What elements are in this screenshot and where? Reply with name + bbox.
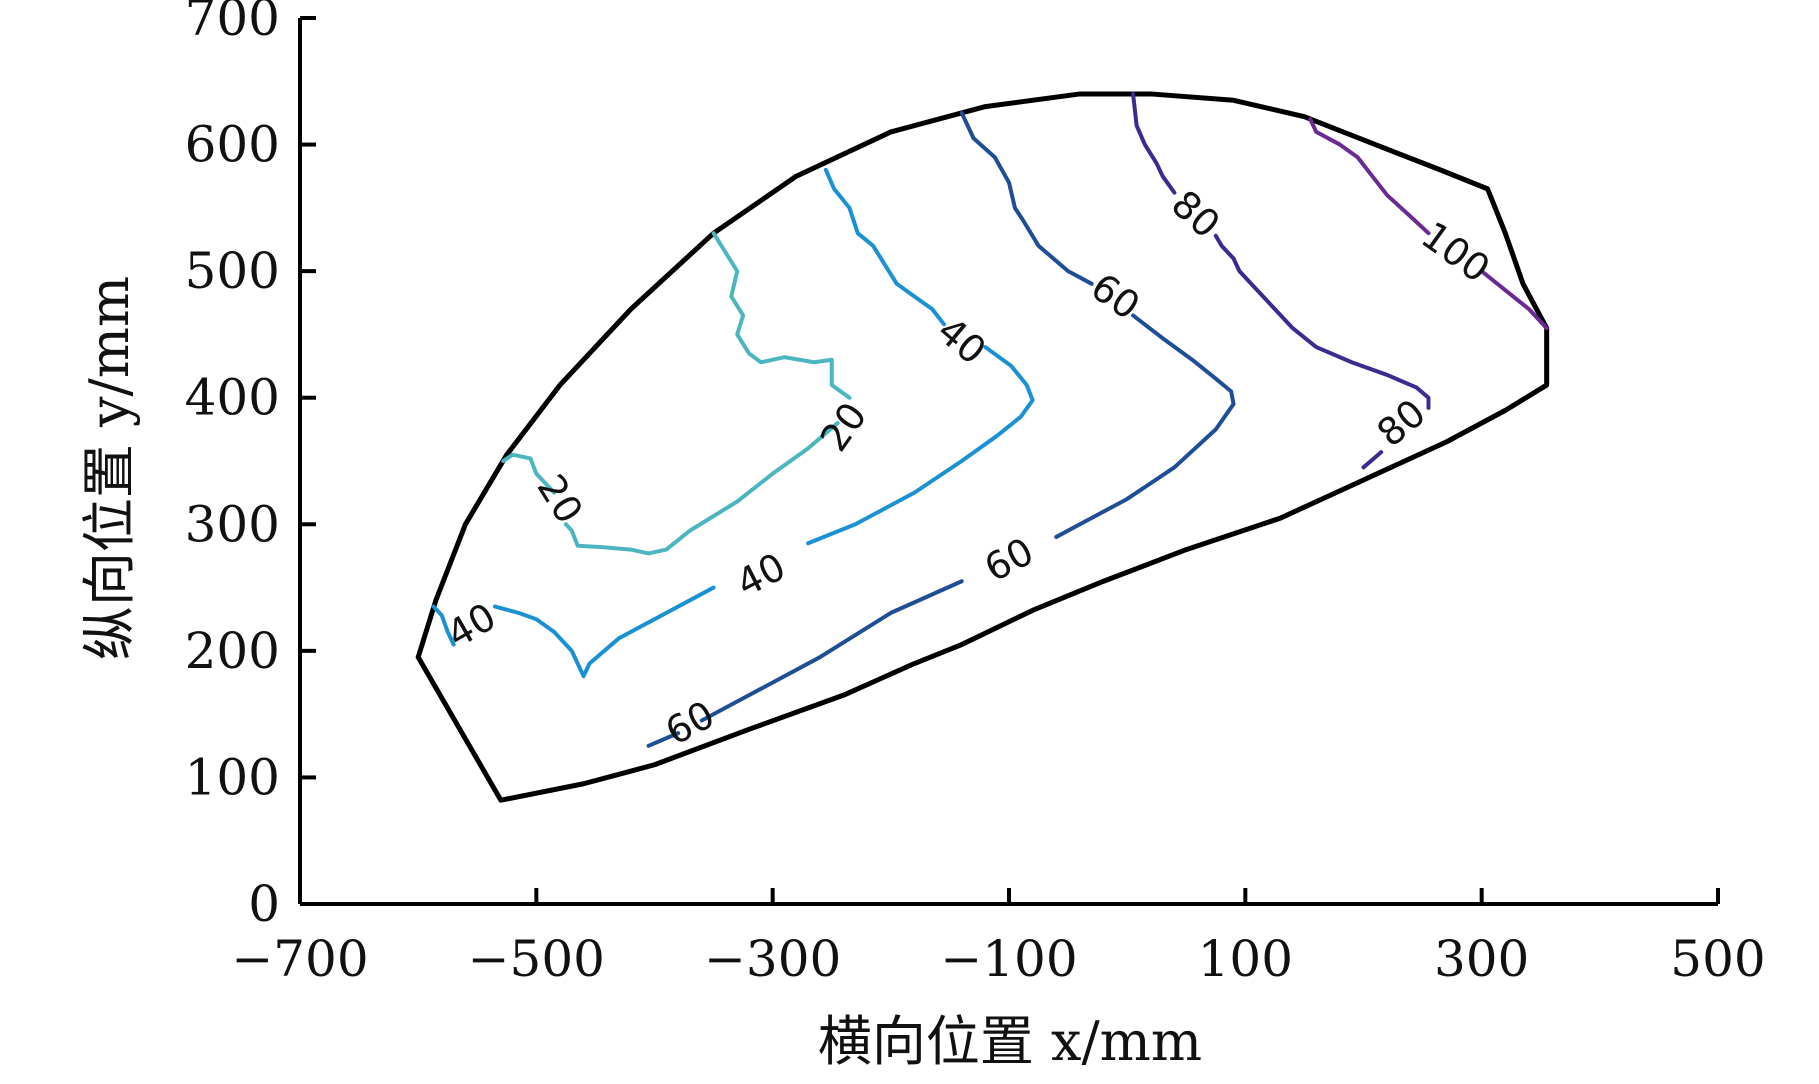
contour-line-80-1 xyxy=(1131,91,1177,195)
axes-layer: −700 −500 −300 −100 100 300 500 0 100 200 300 400 50… xyxy=(185,0,1766,988)
x-tick-label: −300 xyxy=(704,930,841,988)
contour-line-100-1 xyxy=(1308,117,1431,236)
contour-line-60-2 xyxy=(1054,313,1236,539)
contour-label-40-5: 40 xyxy=(439,594,503,656)
contour-line-40-1 xyxy=(823,167,947,327)
x-tick-label: −100 xyxy=(940,930,1077,988)
x-tick-label: 300 xyxy=(1434,930,1529,988)
contour-line-60-3 xyxy=(699,579,964,723)
contour-label-40-4: 40 xyxy=(729,544,792,605)
x-tick-label: −700 xyxy=(231,930,368,988)
y-tick-label: 400 xyxy=(185,369,280,427)
contour-line-80-3 xyxy=(1361,450,1384,470)
contour-label-100-11: 100 xyxy=(1413,213,1498,291)
y-axis-title: 纵向位置 y/mm xyxy=(78,276,141,660)
y-tick-label: 200 xyxy=(185,622,280,680)
contour-line-80-2 xyxy=(1213,233,1431,410)
x-tick-label: 500 xyxy=(1670,930,1765,988)
x-axis-title: 横向位置 x/mm xyxy=(818,1010,1202,1073)
y-tick-label: 300 xyxy=(185,495,280,553)
contour-line-60-4 xyxy=(646,731,681,748)
y-tick-label: 700 xyxy=(185,0,280,47)
contour-line-40-3 xyxy=(492,585,716,679)
contour-line-40-2 xyxy=(806,345,1035,546)
contour-line-20-1 xyxy=(711,231,852,400)
contour-line-60-1 xyxy=(959,110,1094,286)
contour-label-80-10: 80 xyxy=(1369,391,1434,456)
x-tick-label: 100 xyxy=(1198,930,1293,988)
y-tick-label: 0 xyxy=(248,875,280,933)
contour-line-100-2 xyxy=(1479,269,1549,331)
x-tick-label: −500 xyxy=(468,930,605,988)
boundary-layer xyxy=(415,91,1550,803)
domain-boundary xyxy=(415,91,1550,803)
contour-layer xyxy=(431,91,1549,748)
contour-line-20-3 xyxy=(501,452,557,495)
y-tick-label: 600 xyxy=(185,116,280,174)
y-tick-label: 500 xyxy=(185,242,280,300)
y-tick-label: 100 xyxy=(185,748,280,806)
contour-line-40-4 xyxy=(431,604,456,647)
contour-label-20-1: 20 xyxy=(812,394,876,459)
contour-label-60-7: 60 xyxy=(977,529,1040,591)
contour-line-20-2 xyxy=(563,421,840,556)
